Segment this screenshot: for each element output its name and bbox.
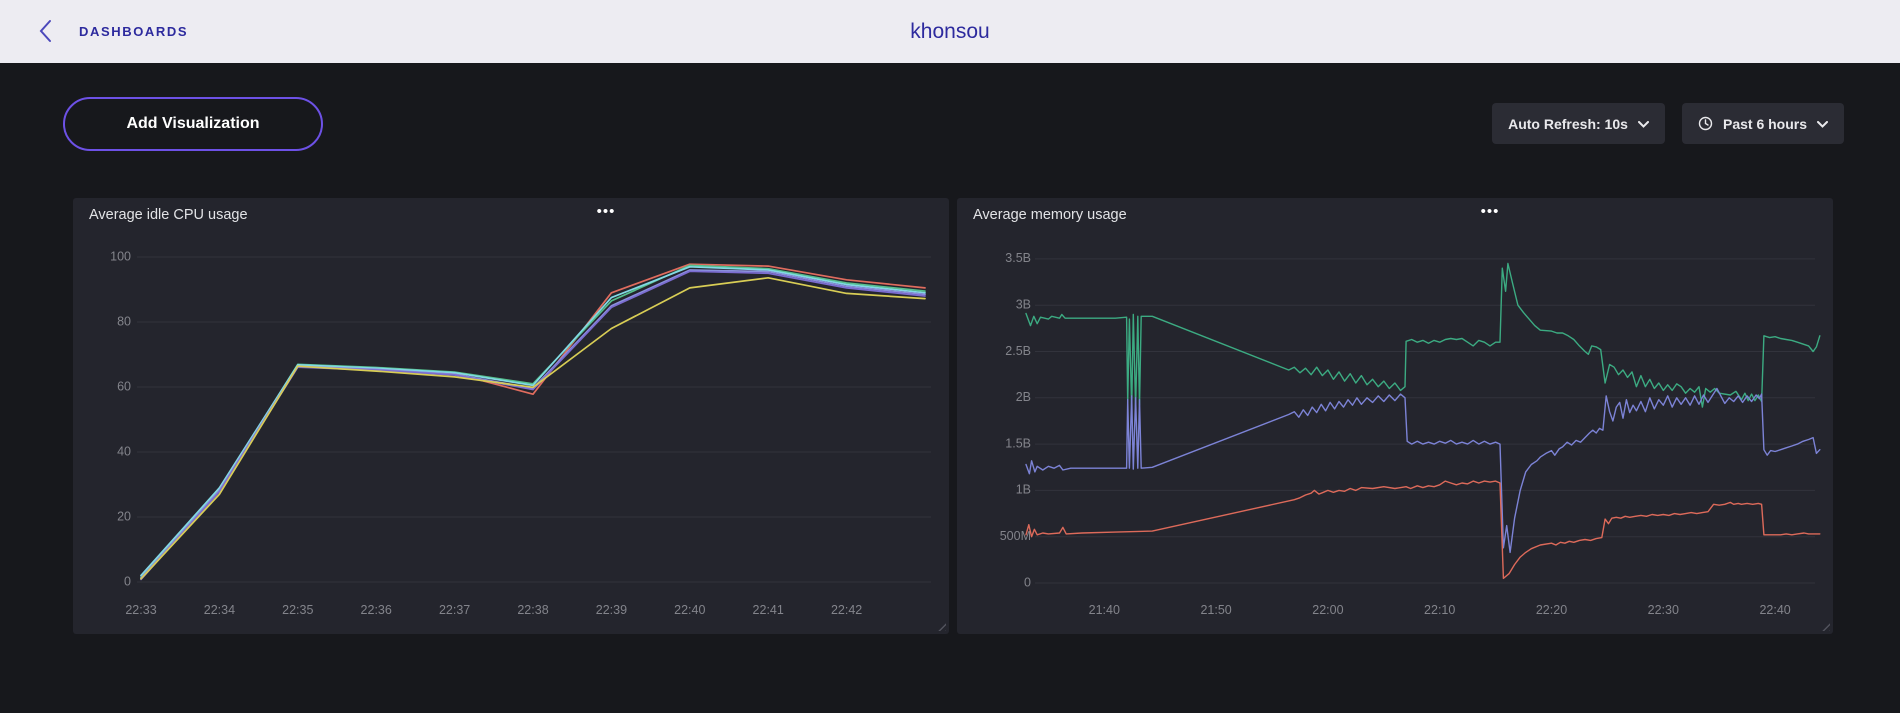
header-bar: DASHBOARDS khonsou — [0, 0, 1900, 63]
time-range-label: Past 6 hours — [1722, 115, 1808, 132]
x-axis-label: 22:40 — [674, 603, 705, 617]
y-axis-label: 3.5B — [1005, 251, 1031, 265]
series-periwinkle-line — [140, 269, 926, 579]
chevron-down-icon — [1637, 121, 1649, 128]
series-cyan-line — [140, 265, 926, 577]
series-blue-line — [1025, 387, 1821, 554]
resize-handle[interactable] — [935, 620, 946, 631]
x-axis-label: 22:36 — [361, 603, 392, 617]
x-axis-label: 22:39 — [596, 603, 627, 617]
breadcrumb-dashboards[interactable]: DASHBOARDS — [79, 24, 189, 39]
y-axis-label: 0 — [1024, 575, 1031, 589]
time-range-dropdown[interactable]: Past 6 hours — [1682, 103, 1844, 144]
panel-cpu-usage: 0 20 40 60 80 100 22:33 22:34 22:35 22:36 22:37 22:… — [73, 198, 949, 634]
series-green-line — [1025, 262, 1821, 410]
resize-handle[interactable] — [1819, 620, 1830, 631]
x-axis-label: 21:50 — [1200, 603, 1231, 617]
x-axis-label: 22:40 — [1759, 603, 1790, 617]
ellipsis-icon: ••• — [596, 203, 616, 220]
x-axis-label: 22:35 — [282, 603, 313, 617]
add-visualization-button[interactable]: Add Visualization — [63, 97, 323, 151]
y-axis-label: 60 — [117, 379, 131, 393]
x-axis-label: 21:40 — [1089, 603, 1120, 617]
chevron-left-icon — [38, 19, 52, 43]
x-axis-label: 22:41 — [753, 603, 784, 617]
chevron-down-icon — [1817, 121, 1829, 128]
x-axis-label: 22:42 — [831, 603, 862, 617]
y-axis-label: 0 — [124, 574, 131, 588]
clock-icon — [1698, 116, 1713, 131]
y-axis-label: 100 — [110, 249, 131, 263]
y-axis-label: 80 — [117, 314, 131, 328]
series-orange-line — [1025, 480, 1821, 580]
x-axis-label: 22:00 — [1312, 603, 1343, 617]
panel-menu-button[interactable]: ••• — [1473, 200, 1507, 224]
y-axis-label: 500M — [1000, 529, 1031, 543]
series-green-line — [140, 264, 926, 578]
x-axis-label: 22:10 — [1424, 603, 1455, 617]
x-axis-label: 22:30 — [1648, 603, 1679, 617]
x-axis-label: 22:20 — [1536, 603, 1567, 617]
chart-canvas[interactable]: 0 500M 1B 1.5B 2B 2.5B 3B 3.5B 21:40 21:50 22:00 22… — [957, 198, 1833, 634]
panel-menu-button[interactable]: ••• — [589, 200, 623, 224]
series-red-line — [140, 263, 926, 580]
y-axis-label: 20 — [117, 509, 131, 523]
y-axis-label: 40 — [117, 444, 131, 458]
ellipsis-icon: ••• — [1480, 203, 1500, 220]
y-axis-label: 1.5B — [1005, 436, 1031, 450]
series-yellow-line — [140, 276, 926, 580]
chart-canvas[interactable]: 0 20 40 60 80 100 22:33 22:34 22:35 22:36 22:37 22:… — [73, 198, 949, 634]
panel-title: Average memory usage — [973, 207, 1127, 223]
y-axis-label: 2B — [1016, 390, 1031, 404]
y-axis-label: 2.5B — [1005, 344, 1031, 358]
x-axis-label: 22:37 — [439, 603, 470, 617]
panel-title: Average idle CPU usage — [89, 207, 248, 223]
y-axis-label: 1B — [1016, 483, 1031, 497]
x-axis-label: 22:34 — [204, 603, 235, 617]
page-title: khonsou — [910, 19, 990, 43]
x-axis-label: 22:38 — [517, 603, 548, 617]
auto-refresh-dropdown[interactable]: Auto Refresh: 10s — [1492, 103, 1665, 144]
back-button[interactable] — [30, 16, 60, 46]
panel-memory-usage: 0 500M 1B 1.5B 2B 2.5B 3B 3.5B 21:40 21:50 22:00 22… — [957, 198, 1833, 634]
x-axis-label: 22:33 — [125, 603, 156, 617]
auto-refresh-label: Auto Refresh: 10s — [1508, 115, 1628, 132]
y-axis-label: 3B — [1016, 297, 1031, 311]
